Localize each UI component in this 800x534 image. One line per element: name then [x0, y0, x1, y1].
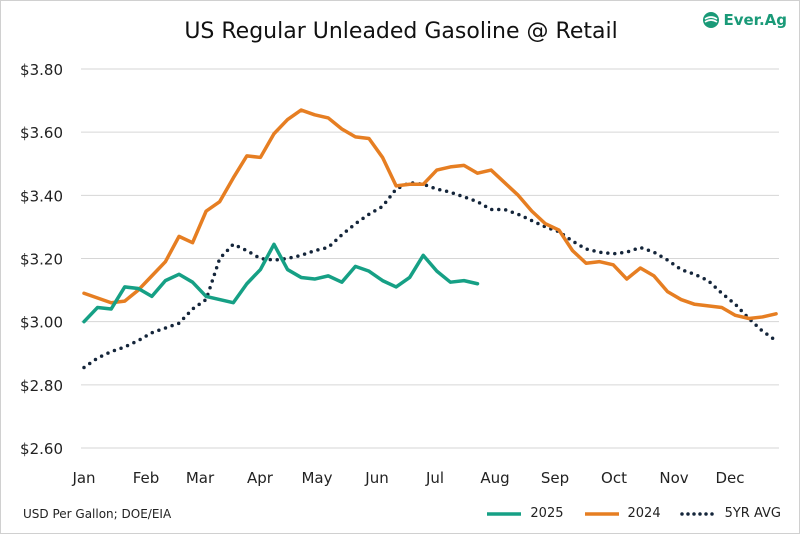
- x-tick-label: Sep: [541, 469, 569, 487]
- legend-label: 2025: [530, 506, 564, 521]
- legend-item: 5YR AVG: [679, 506, 781, 521]
- footnote: USD Per Gallon; DOE/EIA: [23, 507, 172, 521]
- x-tick-label: Nov: [659, 469, 688, 487]
- x-tick-label: Mar: [186, 469, 215, 487]
- legend-swatch-icon: [679, 511, 718, 516]
- legend-label: 2024: [627, 506, 661, 521]
- x-tick-label: Oct: [601, 469, 627, 487]
- legend-item: 2024: [582, 506, 661, 521]
- y-tick-label: $3.80: [20, 61, 63, 79]
- logo-text: Ever.Ag: [723, 11, 787, 29]
- series-line-5yr-avg: [82, 180, 778, 370]
- x-tick-label: May: [301, 469, 332, 487]
- y-tick-label: $3.00: [20, 314, 63, 332]
- logo: Ever.Ag: [702, 11, 787, 29]
- legend-item: 2025: [484, 506, 564, 521]
- legend-swatch-icon: [584, 511, 619, 516]
- x-tick-label: Jul: [425, 469, 444, 487]
- series-line-2024: [82, 108, 778, 321]
- y-tick-label: $2.60: [20, 440, 63, 458]
- legend-swatch-icon: [487, 511, 522, 516]
- y-tick-label: $3.40: [20, 187, 63, 205]
- y-tick-label: $3.20: [20, 251, 63, 269]
- legend: 2025 2024 5YR AVG: [484, 506, 781, 521]
- x-tick-label: Jun: [364, 469, 388, 487]
- ever-ag-logo-icon: [703, 12, 720, 28]
- x-tick-label: Apr: [247, 469, 274, 487]
- x-tick-label: Jan: [71, 469, 95, 487]
- y-tick-label: $3.60: [20, 124, 63, 142]
- chart-title: US Regular Unleaded Gasoline @ Retail: [184, 19, 618, 44]
- x-tick-label: Aug: [480, 469, 509, 487]
- x-tick-label: Feb: [133, 469, 160, 487]
- legend-label: 5YR AVG: [724, 506, 781, 521]
- y-tick-label: $2.80: [20, 377, 63, 395]
- x-tick-label: Dec: [715, 469, 744, 487]
- series-line-2025: [82, 242, 480, 324]
